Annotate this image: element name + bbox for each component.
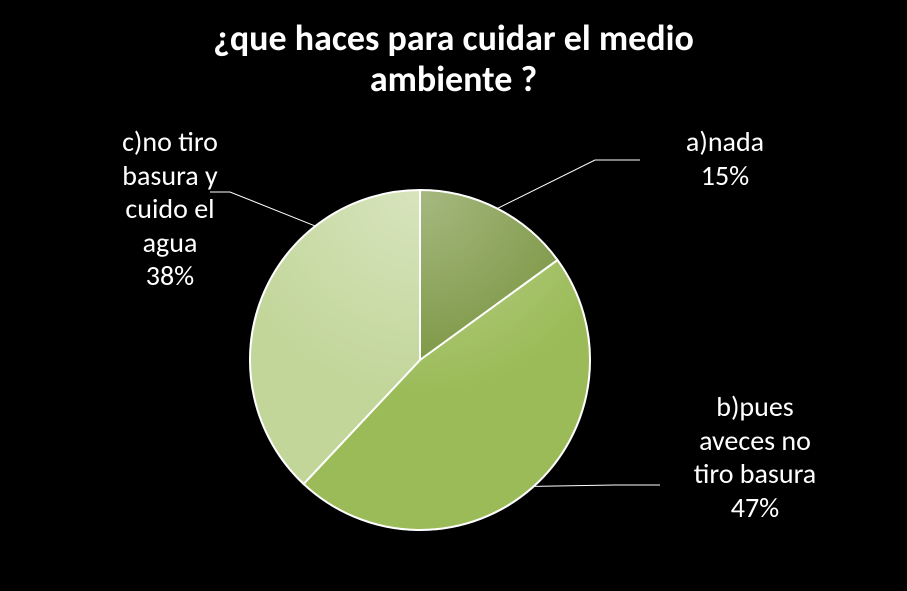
label-line: b)pues [716, 389, 794, 424]
label-line: tiro basura [694, 456, 816, 491]
label-line: c)no tiro [122, 124, 218, 159]
label-line: agua [143, 225, 198, 260]
label-line: 38% [146, 258, 194, 293]
label-line: 15% [701, 158, 749, 193]
label-line: a)nada [686, 124, 764, 159]
slice-label-a: a)nada15% [635, 125, 815, 192]
leader-line-b [534, 485, 660, 486]
label-line: aveces no [699, 423, 811, 458]
slice-label-b: b)puesaveces notiro basura47% [655, 390, 855, 524]
leader-line-a [497, 160, 640, 209]
slice-label-c: c)no tirobasura ycuido elagua38% [80, 125, 260, 293]
label-line: 47% [731, 490, 779, 525]
label-line: cuido el [125, 191, 214, 226]
pie-highlight [250, 190, 590, 530]
label-line: basura y [122, 158, 217, 193]
